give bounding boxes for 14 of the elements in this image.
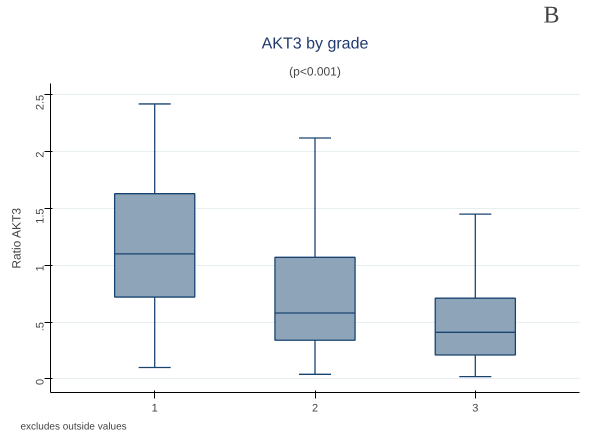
y-tick-label: 0 xyxy=(34,378,46,385)
x-tick-label: 2 xyxy=(312,402,318,414)
text: B xyxy=(543,2,560,28)
y-tick-label: 2.5 xyxy=(34,94,46,110)
y-axis-title: Ratio AKT3 xyxy=(10,208,24,269)
y-tick-label: 1.5 xyxy=(34,208,46,224)
x-tick-label: 3 xyxy=(472,402,478,414)
text: excludes outside values xyxy=(20,422,127,432)
y-tick-label: 1 xyxy=(34,265,46,272)
y-tick-label: .5 xyxy=(34,322,46,332)
y-tick-label: 2 xyxy=(34,152,46,158)
chart-subtitle: (p<0.001) xyxy=(289,64,341,78)
x-tick-label: 1 xyxy=(152,402,158,414)
chart-title: AKT3 by grade xyxy=(262,36,368,52)
